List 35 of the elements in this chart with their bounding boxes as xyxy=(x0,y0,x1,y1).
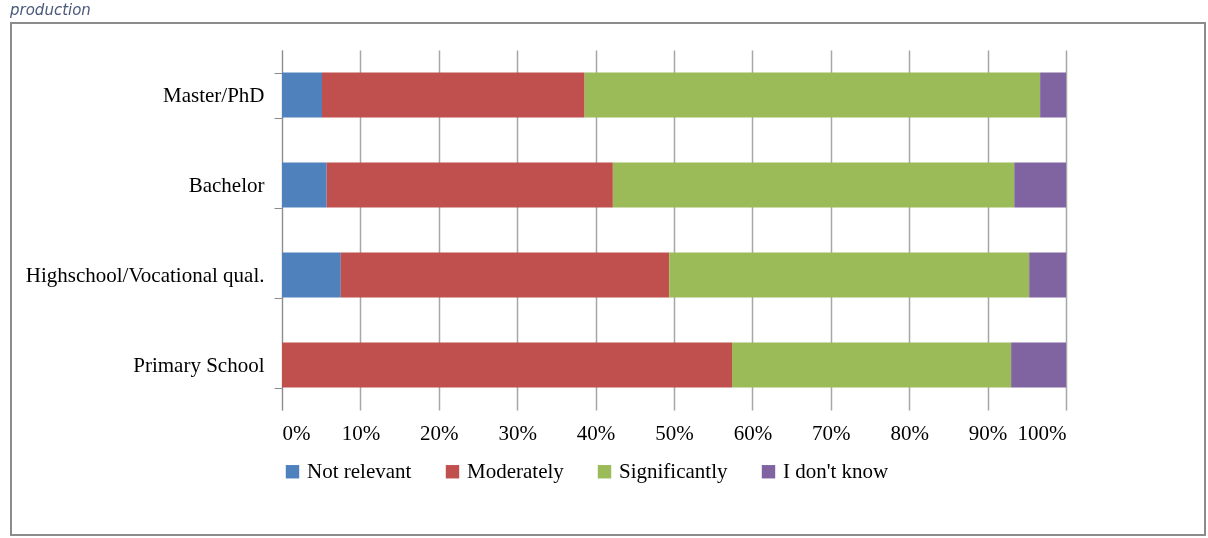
y-tick-label: Highschool/Vocational qual. xyxy=(25,262,265,287)
bar xyxy=(584,72,1041,118)
bar xyxy=(282,162,327,208)
y-tick-label: Bachelor xyxy=(188,172,265,197)
bar xyxy=(1014,162,1066,208)
bar xyxy=(612,162,1015,208)
x-tick-label: 20% xyxy=(420,420,459,445)
x-tick-label: 30% xyxy=(498,420,537,445)
bar xyxy=(326,162,613,208)
bar xyxy=(282,72,322,118)
bar xyxy=(282,252,341,298)
y-tick-label: Primary School xyxy=(133,352,265,377)
x-tick-label: 40% xyxy=(576,420,616,445)
x-tick-label: 60% xyxy=(733,420,773,445)
legend-label: I don't know xyxy=(783,458,890,483)
x-tick-label: 70% xyxy=(812,420,851,445)
bar xyxy=(340,252,670,298)
bar xyxy=(732,342,1012,388)
x-tick-label: 90% xyxy=(968,420,1008,445)
x-tick-label: 50% xyxy=(655,420,694,445)
bar xyxy=(321,72,585,118)
legend-label: Not relevant xyxy=(307,458,412,483)
x-tick-label: 10% xyxy=(341,420,381,445)
x-tick-label: 80% xyxy=(890,420,929,445)
legend-label: Moderately xyxy=(467,458,565,483)
bar xyxy=(669,252,1030,298)
x-tick-label: 100% xyxy=(1017,420,1067,445)
bar xyxy=(1040,72,1066,118)
bar xyxy=(282,342,733,388)
bar xyxy=(1029,252,1066,298)
text: production xyxy=(10,1,91,19)
x-tick-label: 0% xyxy=(282,420,311,445)
y-tick-label: Master/PhD xyxy=(163,82,265,107)
legend-label: Significantly xyxy=(619,458,728,483)
bar xyxy=(1011,342,1066,388)
